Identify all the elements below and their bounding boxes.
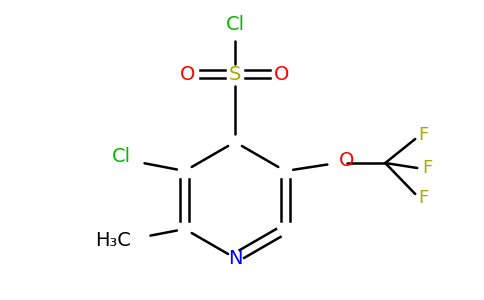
Text: O: O bbox=[181, 64, 196, 83]
Text: S: S bbox=[229, 64, 241, 83]
Text: H₃C: H₃C bbox=[95, 232, 131, 250]
Text: O: O bbox=[339, 152, 355, 170]
Text: Cl: Cl bbox=[226, 14, 244, 34]
Text: O: O bbox=[274, 64, 290, 83]
Text: F: F bbox=[418, 126, 428, 144]
Text: F: F bbox=[418, 189, 428, 207]
Text: Cl: Cl bbox=[112, 146, 131, 166]
Text: N: N bbox=[228, 248, 242, 268]
Text: F: F bbox=[422, 159, 432, 177]
